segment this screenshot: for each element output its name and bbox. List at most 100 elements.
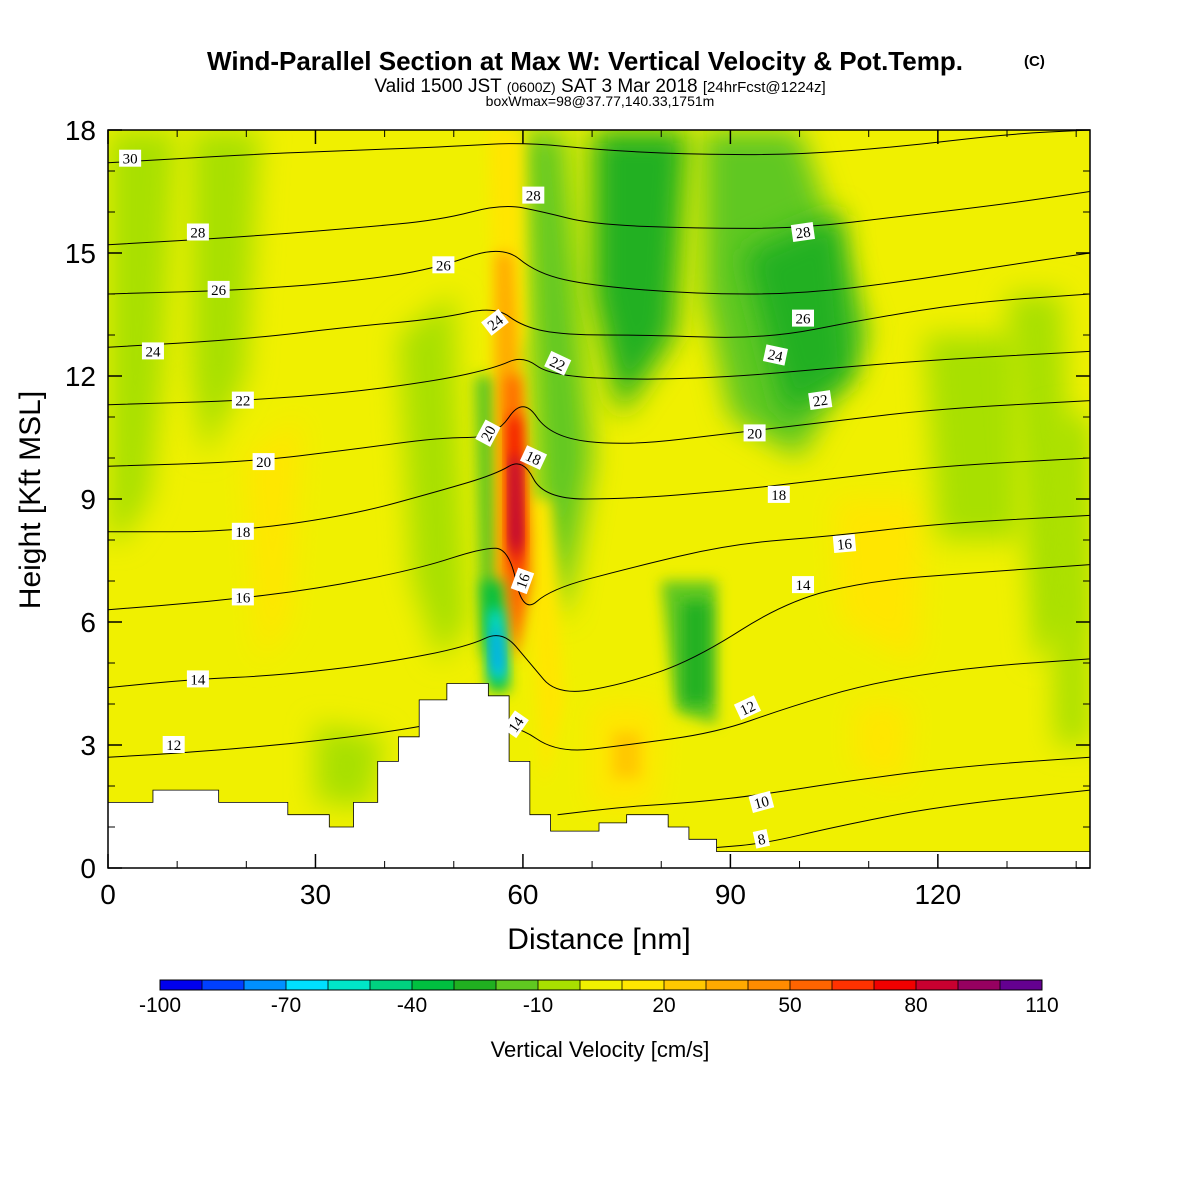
contour-label: 22 (544, 350, 572, 376)
colorbar-swatch (958, 980, 1001, 990)
x-axis-label: Distance [nm] (507, 923, 690, 956)
y-tick-label: 18 (65, 115, 96, 146)
y-tick-label: 9 (80, 484, 96, 515)
contour-label-box (231, 391, 254, 409)
colorbar-swatch (496, 980, 539, 990)
theta-contour-line (108, 250, 1090, 295)
contour-label-text: 18 (523, 448, 543, 469)
contour-label: 12 (733, 695, 762, 720)
contour-label-text: 18 (771, 488, 786, 504)
contour-label: 24 (141, 342, 164, 360)
contour-label-box (510, 567, 535, 595)
contour-label: 22 (808, 390, 833, 411)
w-region (681, 601, 710, 704)
colorbar-swatch (790, 980, 833, 990)
colorbar-tick-label: 110 (1025, 994, 1058, 1017)
valid-date-text: SAT 3 Mar 2018 (561, 76, 698, 97)
x-tick-label: 0 (100, 879, 116, 910)
theta-contour-line (108, 658, 1090, 758)
y-axis-label: Height [Kft MSL] (14, 391, 47, 609)
colorbar-tick-label: 50 (778, 994, 801, 1017)
y-tick-label: 0 (80, 853, 96, 884)
contour-labels: 30 28 28 28 26 26 26 24 24 24 22 22 22 20 20 20 18 18 18 16… (119, 149, 857, 849)
contour-label: 28 (186, 223, 209, 242)
x-tick-label: 90 (715, 879, 746, 910)
forecast-info-text: [24hrFcst@1224z] (703, 79, 826, 96)
y-tick-label: 15 (65, 238, 96, 269)
contour-label-text: 14 (796, 578, 812, 594)
w-region (108, 130, 178, 540)
contour-label-box (432, 256, 455, 274)
colorbar-label: Vertical Velocity [cm/s] (491, 1037, 710, 1062)
contour-label-text: 26 (436, 258, 452, 274)
w-region (511, 458, 521, 561)
contour-label: 24 (762, 344, 788, 366)
chart-title: Wind-Parallel Section at Max W: Vertical… (207, 46, 963, 76)
contour-label-text: 20 (479, 423, 500, 444)
contour-label-text: 28 (526, 189, 541, 205)
colorbar-swatch (748, 980, 791, 990)
contour-label-text: 28 (190, 226, 205, 242)
contour-label-box (231, 588, 254, 606)
contour-label: 16 (231, 588, 254, 606)
contour-label-box (762, 344, 788, 366)
theta-contour-line (108, 293, 1090, 348)
contour-label-text: 26 (211, 283, 227, 299)
contour-label-box (519, 445, 548, 470)
colorbar-swatch (580, 980, 623, 990)
contour-label: 26 (432, 256, 455, 274)
theta-contour-line (108, 400, 1090, 467)
contour-label-box (502, 710, 529, 739)
contour-label-text: 22 (812, 393, 829, 411)
contour-label-text: 28 (795, 225, 812, 243)
w-region (398, 294, 468, 663)
contour-label-box (231, 522, 254, 540)
contour-label-box (767, 485, 790, 503)
colorbar-swatch (706, 980, 749, 990)
theta-contour-line (716, 789, 1090, 848)
contour-label: 20 (252, 453, 275, 471)
contour-label: 14 (502, 710, 529, 739)
contour-label-text: 8 (756, 832, 767, 849)
contour-label-box (186, 223, 209, 241)
colorbar-tick-label: -70 (271, 994, 301, 1017)
w-region (491, 630, 503, 672)
contour-label: 14 (186, 670, 209, 688)
colorbar-tick-label: -100 (139, 994, 181, 1017)
contour-label: 26 (792, 309, 815, 328)
colorbar-swatch (370, 980, 413, 990)
contour-label: 14 (792, 576, 815, 594)
contour-label: 20 (475, 419, 501, 447)
terrain-mask (108, 683, 1090, 868)
contour-label: 24 (481, 308, 509, 336)
contour-label-text: 10 (752, 794, 771, 813)
chart-subtitle: Valid 1500 JST (0600Z) SAT 3 Mar 2018 [2… (374, 76, 825, 97)
contour-label-box (790, 222, 816, 242)
colorbar: -100 -70 -40 -10 20 50 80 110 (139, 979, 1059, 1017)
contour-label-text: 12 (738, 699, 758, 720)
theta-contour-line (557, 756, 1090, 816)
x-tick-label: 120 (914, 879, 961, 910)
contour-label-box (162, 736, 185, 753)
colorbar-swatch (874, 980, 917, 990)
contour-label-box (832, 534, 857, 554)
colorbar-swatch (832, 980, 875, 990)
colorbar-swatch (538, 980, 581, 990)
chart-titles: Wind-Parallel Section at Max W: Vertical… (207, 46, 1045, 109)
contour-label: 30 (119, 149, 142, 168)
contour-label-text: 16 (235, 590, 251, 606)
x-tick-label: 60 (507, 879, 538, 910)
theta-contour-line (108, 457, 1090, 533)
contour-label-box (186, 670, 209, 688)
w-region (592, 130, 689, 417)
colorbar-tick-label: -40 (397, 994, 427, 1017)
theta-contour-line (108, 564, 1090, 692)
contour-label-box (544, 350, 572, 376)
contour-label-text: 16 (514, 571, 534, 591)
contour-label-box (752, 829, 771, 849)
contour-label-box (207, 280, 230, 298)
w-region (924, 335, 1021, 540)
contour-label-box (733, 695, 762, 720)
theta-contour-line (108, 130, 1090, 164)
